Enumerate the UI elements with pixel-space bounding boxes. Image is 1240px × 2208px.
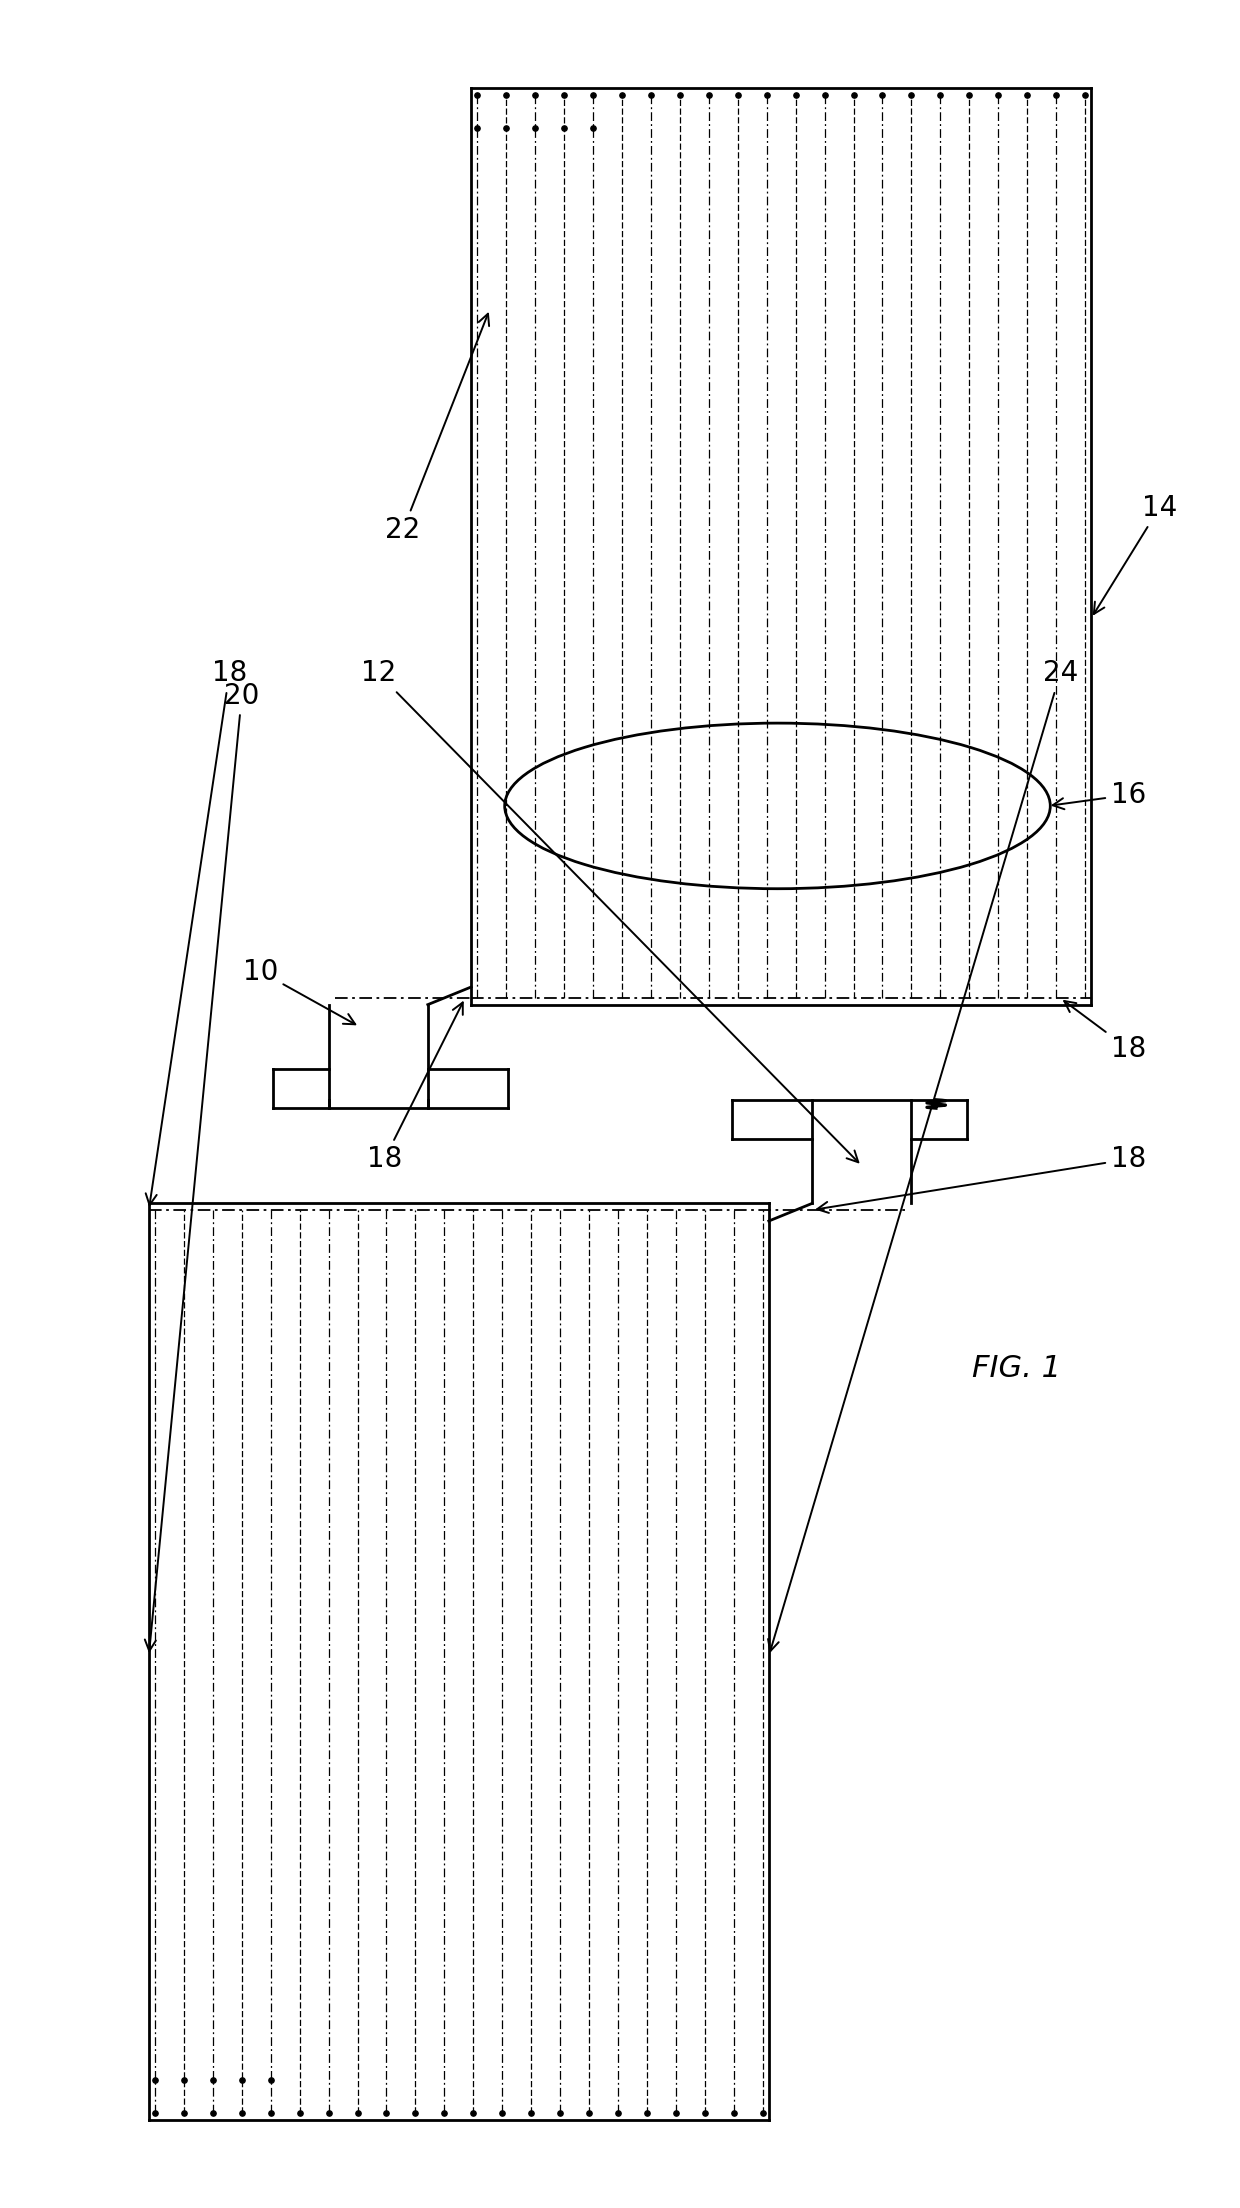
Text: 24: 24 bbox=[768, 660, 1078, 1652]
Text: 18: 18 bbox=[1064, 1000, 1146, 1062]
Text: 18: 18 bbox=[817, 1146, 1146, 1212]
Text: 12: 12 bbox=[361, 660, 858, 1161]
Text: 22: 22 bbox=[386, 314, 489, 543]
Text: FIG. 1: FIG. 1 bbox=[972, 1354, 1061, 1384]
Text: 18: 18 bbox=[145, 660, 247, 1206]
Text: 16: 16 bbox=[1053, 782, 1146, 810]
Text: 20: 20 bbox=[145, 682, 259, 1652]
Text: 18: 18 bbox=[367, 1002, 463, 1172]
Text: 10: 10 bbox=[243, 958, 356, 1025]
Text: 14: 14 bbox=[1094, 495, 1177, 614]
